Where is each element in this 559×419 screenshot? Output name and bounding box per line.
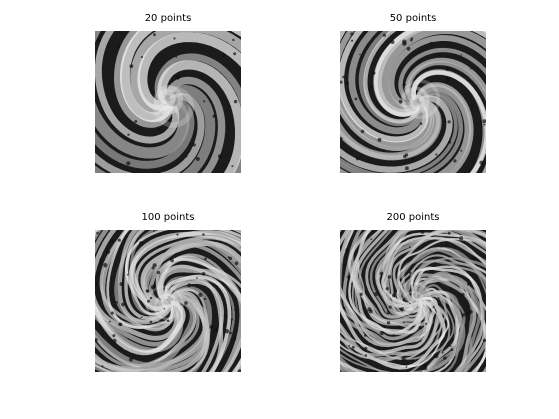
panel-title-50-points: 50 points bbox=[389, 13, 437, 24]
panel-title-200-points: 200 points bbox=[386, 212, 440, 223]
swirl-image-20-points bbox=[95, 31, 241, 173]
panel-title-20-points: 20 points bbox=[144, 13, 192, 24]
swirl-image-50-points bbox=[340, 31, 486, 173]
swirl-image-200-points bbox=[340, 230, 486, 372]
panel-title-100-points: 100 points bbox=[141, 212, 195, 223]
swirl-image-100-points bbox=[95, 230, 241, 372]
